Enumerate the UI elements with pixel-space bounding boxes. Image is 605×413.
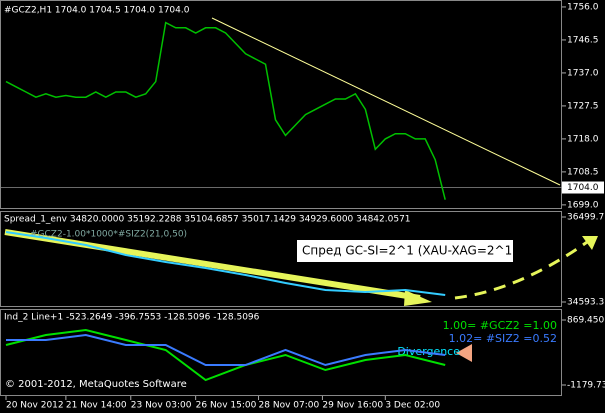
panel-subtitle: #GCZ2-1.00*1000*#SIZ2(21,0,50): [30, 230, 187, 240]
panel-frame: [0, 309, 562, 396]
y-tick-label: 1708.5: [567, 167, 599, 177]
y-tick-label: 1746.5: [567, 35, 599, 45]
y-tick-label: 1699.0: [567, 200, 599, 210]
y-tick-label: 1737.0: [567, 68, 599, 78]
chart-title: #GCZ2,H1 1704.0 1704.5 1704.0 1704.0: [4, 6, 190, 16]
panel-frame: [0, 0, 562, 209]
arrow-head: [582, 236, 598, 250]
y-tick-label: 1718.0: [567, 134, 599, 144]
trend-line: [211, 17, 561, 186]
x-tick-label: 26 Nov 15:00: [196, 401, 257, 411]
marker: [456, 344, 472, 362]
y-tick-label: 34593.3: [567, 298, 604, 308]
x-tick-label: 21 Nov 14:00: [66, 401, 127, 411]
y-tick-label: 1727.5: [567, 101, 599, 111]
panel-title: Ind_2 Line+1 -523.2649 -396.7553 -128.50…: [4, 313, 260, 323]
panel-frame: [0, 211, 562, 307]
x-tick-label: 23 Nov 03:00: [131, 401, 192, 411]
legend-entry: 1.02= #SIZ2 =0.52: [449, 332, 557, 345]
annotation: Спред GC-SI=2^1 (XAU-XAG=2^1): [302, 244, 517, 258]
annotation-box: [297, 240, 513, 262]
last-price-box: [562, 181, 604, 194]
copyright: © 2001-2012, MetaQuotes Software: [5, 379, 187, 390]
dashed-arrow: [454, 238, 591, 300]
series-line: [5, 328, 446, 382]
y-tick-label: 869.450: [567, 315, 604, 325]
series-line: [6, 333, 446, 367]
y-tick-label: -1179.73: [567, 380, 605, 390]
x-tick-label: 28 Nov 07:00: [259, 401, 320, 411]
x-tick-label: 3 Dec 02:00: [385, 401, 440, 411]
y-tick-label: 36499.7: [567, 212, 604, 222]
legend-entry: 1.00= #GCZ2 =1.00: [443, 319, 557, 332]
y-tick-label: 1756.0: [567, 2, 599, 12]
arrow-head: [404, 290, 432, 306]
x-tick-label: 20 Nov 2012: [6, 401, 64, 411]
series-line: [5, 231, 446, 296]
x-tick-label: 29 Nov 16:00: [322, 401, 383, 411]
last-price-label: 1704.0: [567, 183, 599, 193]
panel-title: Spread_1_env 34820.0000 35192.2288 35104…: [4, 215, 411, 225]
series-line: [5, 21, 446, 200]
